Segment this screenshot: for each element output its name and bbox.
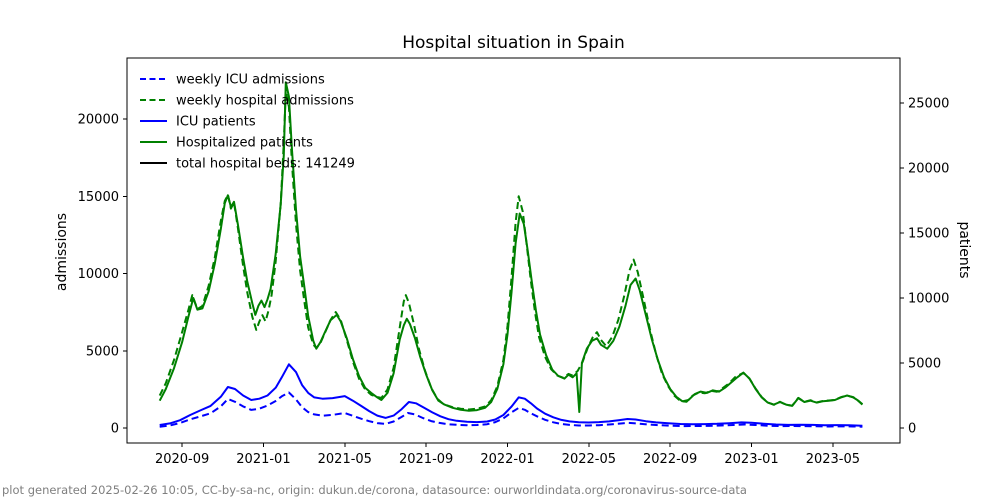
series-line-weekly-icu-admissions	[159, 391, 863, 428]
plot-border	[126, 57, 901, 444]
x-tick-label: 2021-05	[318, 452, 372, 467]
series-line-hospitalized-patients	[158, 81, 864, 413]
y-left-tick-label: 15000	[78, 190, 119, 205]
x-tick-label: 2022-01	[480, 452, 534, 467]
y-right-tick-label: 10000	[908, 291, 949, 306]
series-line-icu-patients	[159, 363, 863, 427]
left-axis-label: admissions	[54, 212, 70, 292]
x-tick-label: 2022-05	[562, 452, 616, 467]
x-tick-label: 2023-01	[724, 452, 778, 467]
y-right-tick-label: 0	[908, 421, 916, 436]
y-right-tick-label: 5000	[908, 356, 941, 371]
x-tick-label: 2022-09	[643, 452, 697, 467]
y-right-tick-label: 15000	[908, 226, 949, 241]
y-left-tick-label: 0	[111, 422, 119, 437]
chart-title: Hospital situation in Spain	[402, 33, 625, 53]
x-tick-label: 2023-05	[806, 452, 860, 467]
legend-label-5: total hospital beds: 141249	[176, 157, 355, 172]
right-axis-label: patients	[956, 221, 972, 279]
x-tick-label: 2021-09	[399, 452, 453, 467]
y-right-tick-label: 20000	[908, 161, 949, 176]
y-right-tick-label: 25000	[908, 96, 949, 111]
legend-label-2: weekly hospital admissions	[176, 94, 354, 109]
footer-attribution: plot generated 2025-02-26 10:05, CC-by-s…	[2, 483, 747, 497]
legend-label-1: weekly ICU admissions	[176, 73, 325, 88]
y-left-tick-label: 20000	[78, 113, 119, 128]
legend-label-3: ICU patients	[176, 115, 256, 130]
y-left-tick-label: 5000	[86, 344, 119, 359]
x-tick-label: 2021-01	[236, 452, 290, 467]
y-left-tick-label: 10000	[78, 267, 119, 282]
legend-label-4: Hospitalized patients	[176, 136, 313, 151]
x-tick-label: 2020-09	[155, 452, 209, 467]
